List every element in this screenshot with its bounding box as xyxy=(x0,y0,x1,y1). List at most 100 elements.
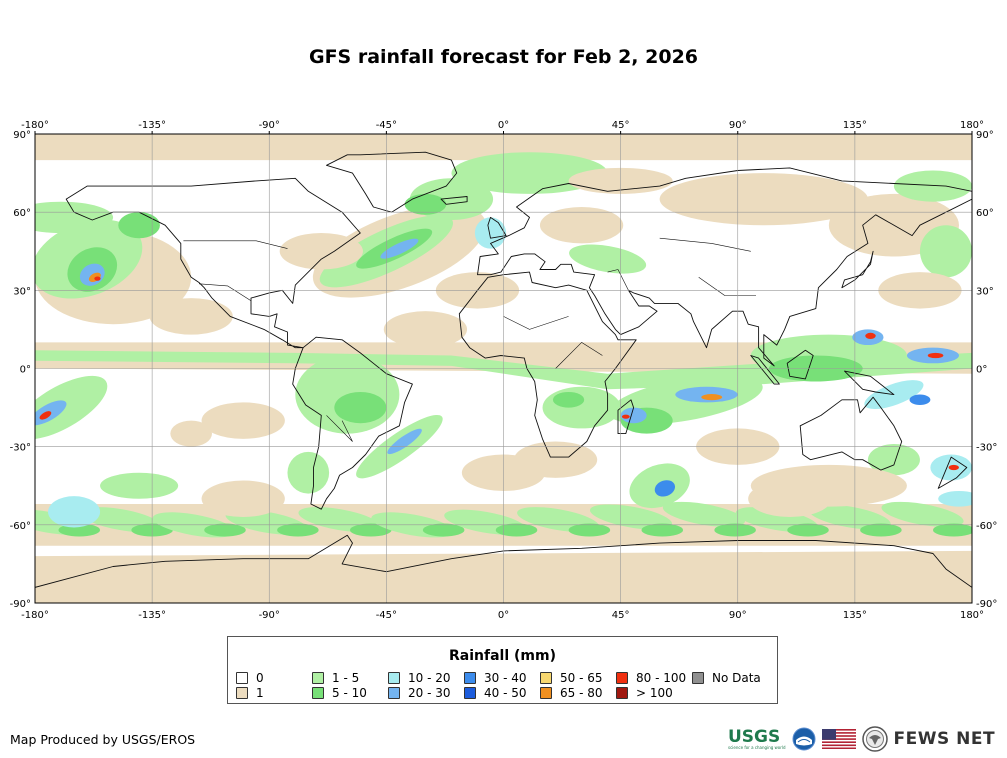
rain-area xyxy=(48,496,101,528)
rain-area xyxy=(701,394,723,401)
rain-area xyxy=(654,480,676,497)
rain-area xyxy=(909,394,931,405)
rain-area xyxy=(474,217,507,249)
coastline-australia xyxy=(799,396,903,471)
coastline-sumatra xyxy=(750,355,780,385)
rain-area xyxy=(860,523,902,537)
lat-tick-label-right: 60° xyxy=(976,208,994,219)
legend-item: 1 - 5 xyxy=(312,671,359,685)
rain-area xyxy=(94,276,101,281)
lon-tick-label-top: 90° xyxy=(729,120,747,131)
lon-tick-label-top: -90° xyxy=(259,120,280,131)
legend-title: Rainfall (mm) xyxy=(449,648,556,664)
legend-item: 50 - 65 xyxy=(540,671,603,685)
lat-tick-label-left: 30° xyxy=(13,286,31,297)
usgs-tagline: science for a changing world xyxy=(728,744,786,750)
legend-item: 10 - 20 xyxy=(388,671,451,685)
rain-area xyxy=(170,420,212,447)
rain-area xyxy=(552,391,585,408)
country-border xyxy=(698,277,756,296)
logo-strip: USGS science for a changing world FEWS N… xyxy=(728,725,995,753)
lat-tick-label-left: -90° xyxy=(10,599,31,610)
coastline-borneo xyxy=(786,349,814,380)
legend-item: 1 xyxy=(236,686,264,700)
legend-swatch xyxy=(388,672,400,684)
rain-area xyxy=(118,212,160,239)
legend-swatch xyxy=(236,687,248,699)
rain-area xyxy=(932,523,972,537)
lon-tick-label-bottom: -180° xyxy=(21,610,49,621)
legend-item: 65 - 80 xyxy=(540,686,603,700)
lat-tick-label-right: 90° xyxy=(976,130,994,141)
rain-area xyxy=(100,472,179,499)
country-border xyxy=(183,240,288,249)
lon-tick-label-bottom: 45° xyxy=(612,610,630,621)
country-border xyxy=(503,316,569,330)
rain-area xyxy=(662,501,745,527)
legend-label: 1 xyxy=(256,686,264,700)
lon-tick-label-top: 45° xyxy=(612,120,630,131)
lon-tick-label-bottom: -45° xyxy=(376,610,397,621)
legend-label: 40 - 50 xyxy=(484,686,527,700)
legend-swatch xyxy=(616,672,628,684)
noaa-icon xyxy=(792,727,816,751)
lon-tick-label-top: 180° xyxy=(960,120,984,131)
rain-area xyxy=(542,386,621,429)
coastline-south-america xyxy=(292,336,413,510)
lon-tick-label-bottom: -135° xyxy=(138,610,166,621)
usgs-logo: USGS science for a changing world xyxy=(728,726,786,750)
rain-area xyxy=(714,523,756,537)
legend-swatch xyxy=(692,672,704,684)
rain-area xyxy=(865,332,876,340)
rain-area xyxy=(927,352,944,359)
lat-tick-label-left: -60° xyxy=(10,521,31,532)
us-flag-icon xyxy=(821,729,856,749)
lon-tick-label-bottom: 90° xyxy=(729,610,747,621)
rain-area xyxy=(893,170,972,202)
lat-tick-label-right: -90° xyxy=(976,599,997,610)
coastline-new-guinea xyxy=(844,370,895,396)
lon-tick-label-top: 0° xyxy=(498,120,509,131)
lat-tick-label-left: 60° xyxy=(13,208,31,219)
legend-item: 20 - 30 xyxy=(388,686,451,700)
axis-ticks: -180° -180° -135° -135° -90° -90° -45° -45° 0° 0°… xyxy=(10,120,998,621)
legend-swatch xyxy=(464,687,476,699)
lon-tick-label-bottom: 0° xyxy=(498,610,509,621)
light-rain-patch xyxy=(201,402,285,439)
light-rain-patch xyxy=(748,480,832,518)
lon-tick-label-top: -135° xyxy=(138,120,166,131)
legend-swatch xyxy=(464,672,476,684)
legend-item: 5 - 10 xyxy=(312,686,367,700)
legend-item: 40 - 50 xyxy=(464,686,527,700)
lat-tick-label-right: 0° xyxy=(976,365,987,376)
light-rain-patch xyxy=(539,206,624,244)
legend-label: > 100 xyxy=(636,686,673,700)
lon-tick-label-bottom: -90° xyxy=(259,610,280,621)
light-rain-patch xyxy=(201,480,285,518)
rain-area xyxy=(380,238,419,259)
legend-label: 1 - 5 xyxy=(332,671,360,685)
legend-swatch xyxy=(540,672,552,684)
lon-tick-label-top: -45° xyxy=(376,120,397,131)
rain-area xyxy=(589,504,673,530)
rain-area xyxy=(808,504,891,530)
coastline-madagascar xyxy=(617,399,635,435)
legend-label: 65 - 80 xyxy=(560,686,603,700)
lon-tick-label-top: 135° xyxy=(843,120,867,131)
coastline-antarctica xyxy=(35,534,972,588)
rain-area xyxy=(204,523,246,537)
legend-item: 0 xyxy=(236,671,264,685)
legend-item: No Data xyxy=(692,671,761,685)
usgs-logo-text: USGS xyxy=(728,726,781,747)
rain-area xyxy=(641,523,684,537)
legend-label: 50 - 65 xyxy=(560,671,603,685)
coastline-japan xyxy=(841,250,874,289)
light-rain-patch xyxy=(279,233,363,270)
rain-area xyxy=(495,523,538,537)
legend-swatch xyxy=(312,672,324,684)
coastline-europe-asia xyxy=(477,167,972,367)
rain-area xyxy=(349,523,392,537)
lat-tick-label-right: 30° xyxy=(976,286,994,297)
coastline-new-zealand xyxy=(937,456,968,489)
rain-area xyxy=(277,523,319,537)
